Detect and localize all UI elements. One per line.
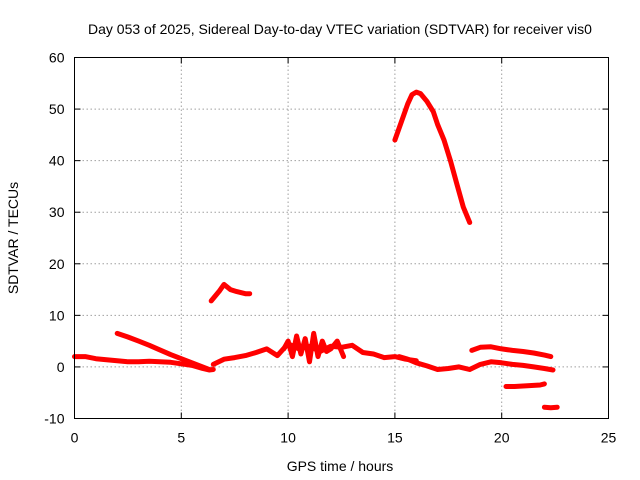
x-tick-label: 0: [71, 430, 79, 446]
plot-frame: [74, 57, 609, 419]
series-trace-10: [541, 404, 560, 411]
series-layer: [72, 89, 560, 411]
tick-layer: 0 5 10 15 20 25 -10 0 10 20 30 40 50 60: [44, 50, 616, 446]
x-tick-label: 20: [494, 430, 510, 446]
y-tick-label: 40: [49, 153, 65, 169]
series-trace-6: [392, 89, 473, 225]
x-axis-label: GPS time / hours: [287, 458, 394, 474]
x-tick-label: 25: [601, 430, 617, 446]
y-tick-label: 0: [57, 359, 65, 375]
series-trace-7: [396, 354, 556, 373]
series-trace-9: [503, 381, 547, 389]
series-trace-2: [114, 330, 212, 372]
series-trace-5: [281, 330, 347, 365]
chart-title: Day 053 of 2025, Sidereal Day-to-day VTE…: [88, 21, 592, 37]
x-tick-label: 5: [177, 430, 185, 446]
series-trace-3: [208, 281, 253, 304]
x-tick-label: 10: [280, 430, 296, 446]
y-tick-label: 20: [49, 256, 65, 272]
y-axis-label: SDTVAR / TECUs: [5, 182, 21, 294]
y-tick-label: 60: [49, 50, 65, 66]
y-tick-label: 50: [49, 101, 65, 117]
y-tick-label: 10: [49, 307, 65, 323]
y-tick-label: -10: [44, 411, 64, 427]
series-trace-8: [469, 344, 554, 360]
y-tick-label: 30: [49, 204, 65, 220]
x-tick-label: 15: [387, 430, 403, 446]
